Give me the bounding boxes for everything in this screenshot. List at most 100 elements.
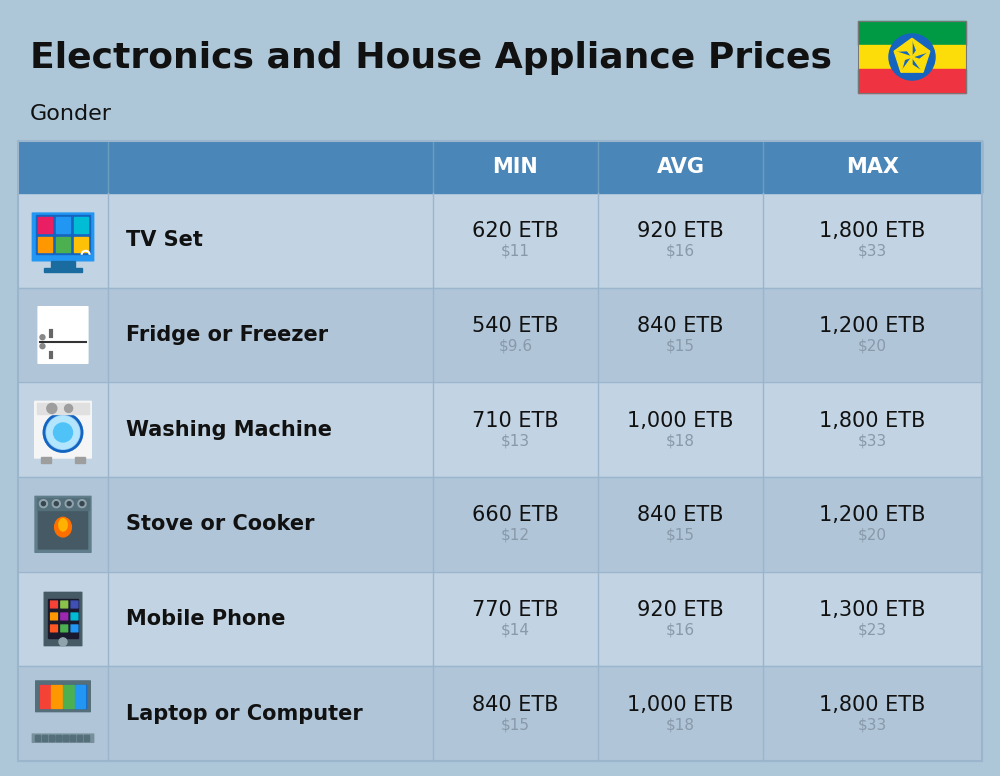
Text: $11: $11 [501,244,530,259]
Polygon shape [907,38,912,57]
Ellipse shape [55,518,71,537]
Circle shape [67,501,71,506]
FancyBboxPatch shape [32,213,94,261]
Text: $16: $16 [666,622,695,638]
Bar [56,736,61,737]
FancyBboxPatch shape [51,625,57,632]
Text: 1,800 ETB: 1,800 ETB [819,695,926,715]
Bar [56,237,70,252]
Text: Stove or Cooker: Stove or Cooker [126,514,314,535]
Text: 1,000 ETB: 1,000 ETB [627,411,734,431]
Bar [70,739,75,741]
Polygon shape [912,50,930,57]
Bar [18,477,982,572]
Circle shape [44,414,82,452]
Polygon shape [912,38,930,51]
Bar [40,685,86,708]
Bar [37,497,89,511]
Circle shape [39,500,47,508]
FancyBboxPatch shape [44,592,82,646]
Bar [18,667,982,761]
Bar [74,237,88,252]
Polygon shape [901,65,923,72]
Bar [858,69,966,93]
Text: 840 ETB: 840 ETB [637,316,724,336]
Circle shape [54,501,58,506]
Text: $20: $20 [858,528,887,543]
Bar [858,21,966,45]
Text: $13: $13 [501,433,530,449]
FancyBboxPatch shape [71,613,78,620]
Bar [56,737,61,740]
Text: $15: $15 [501,717,530,733]
Circle shape [40,334,45,340]
Bar [38,237,52,252]
Ellipse shape [59,518,67,531]
Text: $18: $18 [666,717,695,733]
Bar [77,737,82,740]
Bar [36,215,90,254]
Bar [63,737,68,740]
Polygon shape [912,57,923,72]
Text: 620 ETB: 620 ETB [472,221,559,241]
FancyBboxPatch shape [61,601,68,608]
Bar [51,685,62,708]
Polygon shape [901,57,912,72]
Text: MAX: MAX [846,157,899,177]
Text: Fridge or Freezer: Fridge or Freezer [126,325,328,345]
Text: 920 ETB: 920 ETB [637,600,724,620]
Text: 920 ETB: 920 ETB [637,221,724,241]
Text: 1,800 ETB: 1,800 ETB [819,411,926,431]
Circle shape [52,500,60,508]
Bar [18,383,982,477]
Bar [77,739,82,741]
FancyBboxPatch shape [32,734,94,743]
Text: Washing Machine: Washing Machine [126,420,332,440]
Bar [858,45,966,69]
Text: $14: $14 [501,622,530,638]
Bar [84,739,89,741]
Polygon shape [894,51,904,72]
Bar [18,141,982,193]
Bar [70,737,75,740]
Bar [41,456,51,462]
Circle shape [889,34,935,80]
Text: MIN: MIN [493,157,538,177]
Text: $20: $20 [858,338,887,354]
Text: 1,800 ETB: 1,800 ETB [819,221,926,241]
Circle shape [41,501,45,506]
Bar [49,737,54,740]
Text: 1,300 ETB: 1,300 ETB [819,600,926,620]
Bar [42,739,47,741]
Bar [858,21,966,93]
Bar [70,736,75,737]
Text: Laptop or Computer: Laptop or Computer [126,704,363,724]
Text: Mobile Phone: Mobile Phone [126,609,286,629]
FancyBboxPatch shape [51,601,57,608]
Circle shape [65,500,73,508]
Bar [77,736,82,737]
Text: $33: $33 [858,717,887,733]
Text: $33: $33 [858,244,887,259]
FancyBboxPatch shape [51,613,57,620]
FancyBboxPatch shape [36,681,90,712]
Text: $9.6: $9.6 [498,338,533,354]
Bar [75,456,85,462]
FancyBboxPatch shape [61,625,68,632]
Circle shape [78,500,86,508]
FancyBboxPatch shape [35,497,91,553]
Text: AVG: AVG [656,157,704,177]
Bar [38,217,52,233]
Circle shape [80,501,84,506]
Polygon shape [920,51,930,72]
Text: $23: $23 [858,622,887,638]
Circle shape [47,416,79,449]
Text: $12: $12 [501,528,530,543]
Text: 710 ETB: 710 ETB [472,411,559,431]
Bar [63,685,74,708]
Circle shape [59,638,67,646]
Bar [51,261,75,269]
Text: $15: $15 [666,528,695,543]
FancyBboxPatch shape [71,601,78,608]
Bar [35,736,40,737]
